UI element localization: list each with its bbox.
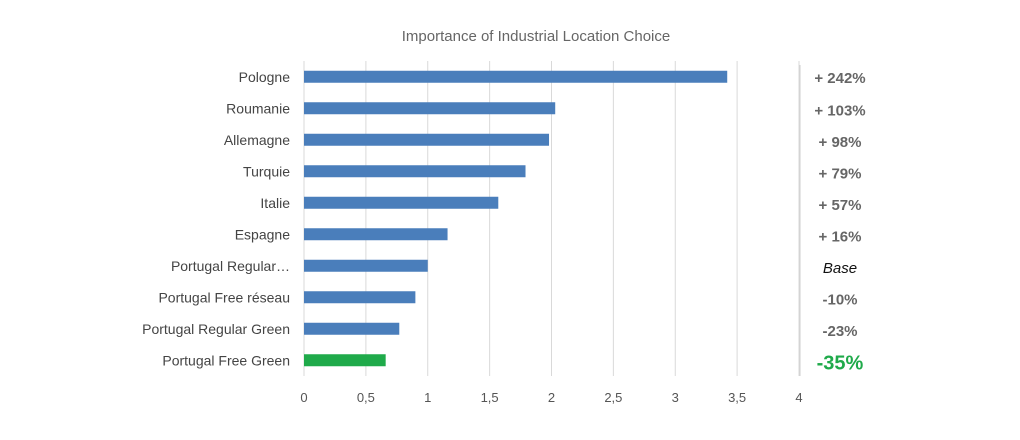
category-label: Portugal Regular…	[171, 258, 290, 274]
category-label: Portugal Free réseau	[158, 289, 290, 305]
bar	[304, 259, 428, 272]
annotation-label: + 57%	[819, 197, 862, 214]
annotation-label: -23%	[822, 323, 857, 340]
bar	[304, 291, 416, 304]
bar	[304, 196, 499, 209]
x-tick-label: 3,5	[728, 390, 746, 405]
x-tick-label: 0	[300, 390, 307, 405]
bar	[304, 354, 386, 367]
category-label: Espagne	[235, 226, 290, 242]
category-label: Turquie	[243, 163, 290, 179]
x-tick-label: 2,5	[604, 390, 622, 405]
category-labels: Pologne Roumanie Allemagne Turquie Italie Esp…	[142, 69, 290, 369]
annotation-label: Base	[823, 260, 857, 277]
bar	[304, 70, 728, 83]
bar	[304, 322, 400, 335]
category-label: Pologne	[239, 69, 291, 85]
bar	[304, 165, 526, 178]
x-tick-label: 0,5	[357, 390, 375, 405]
bar	[304, 102, 556, 115]
annotation-label: + 79%	[819, 165, 862, 182]
x-tick-label: 1,5	[481, 390, 499, 405]
x-tick-label: 4	[795, 390, 802, 405]
annotation-label: + 242%	[814, 70, 865, 87]
x-tick-label: 2	[548, 390, 555, 405]
category-label: Italie	[260, 195, 290, 211]
bars	[304, 70, 728, 367]
x-tick-label: 3	[672, 390, 679, 405]
category-label: Roumanie	[226, 100, 290, 116]
annotation-column: + 242% + 103% + 98% + 79% + 57% + 16% Base -10%…	[799, 65, 866, 376]
bar	[304, 133, 550, 146]
category-label: Portugal Regular Green	[142, 321, 290, 337]
annotation-label: -35%	[817, 352, 864, 374]
x-tick-labels: 0 0,5 1 1,5 2 2,5 3 3,5 4	[300, 390, 802, 405]
category-label: Portugal Free Green	[162, 352, 290, 368]
chart-title: Importance of Industrial Location Choice	[402, 28, 670, 45]
annotation-label: + 98%	[819, 134, 862, 151]
annotation-label: -10%	[822, 291, 857, 308]
annotation-label: + 103%	[814, 102, 865, 119]
bar	[304, 228, 448, 241]
annotation-label: + 16%	[819, 228, 862, 245]
category-label: Allemagne	[224, 132, 290, 148]
x-tick-label: 1	[424, 390, 431, 405]
